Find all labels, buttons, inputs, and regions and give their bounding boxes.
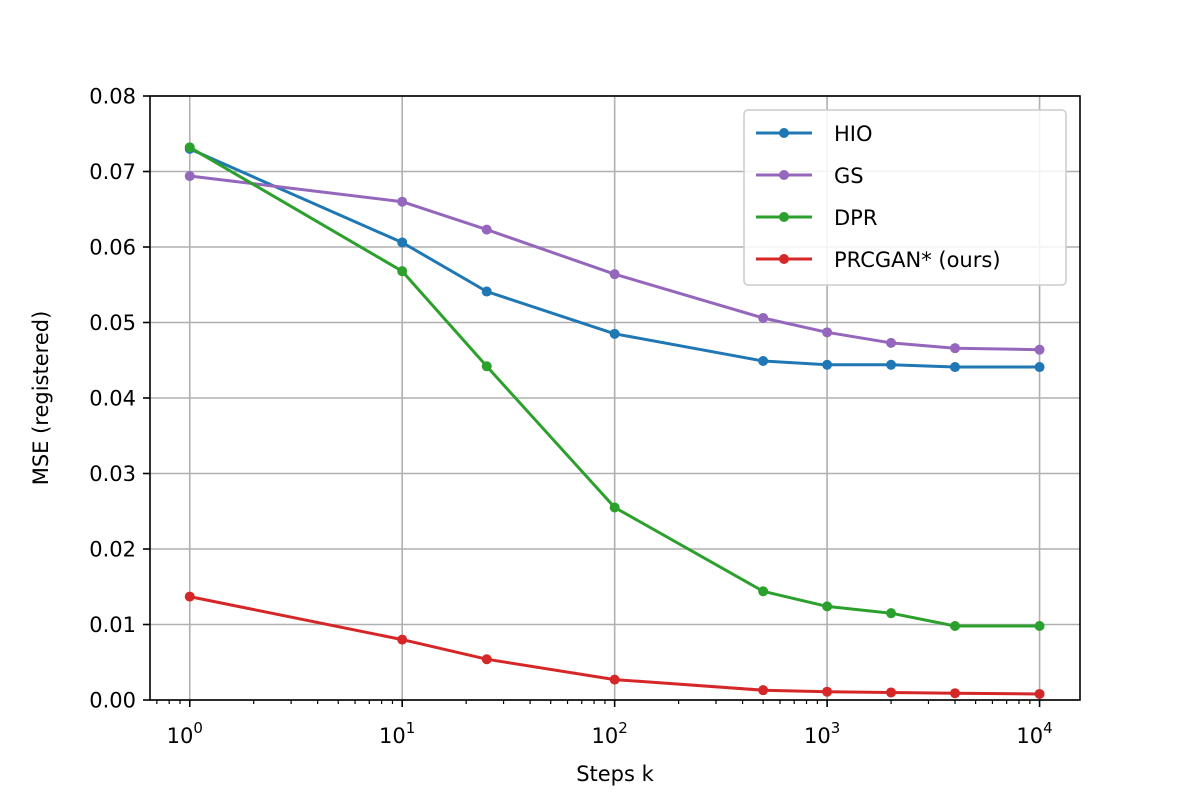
data-point-gs: [758, 312, 769, 323]
data-point-prcgan-ours: [481, 654, 492, 665]
data-point-dpr: [609, 502, 620, 513]
series-hio: [184, 143, 1045, 373]
x-tick-label: 101: [379, 719, 415, 748]
x-tick-label-exponent: 2: [618, 719, 628, 737]
data-point-gs: [1034, 344, 1045, 355]
data-point-dpr: [950, 621, 961, 632]
data-point-prcgan-ours: [397, 634, 408, 645]
data-point-hio: [950, 362, 961, 373]
y-tick-label: 0.02: [89, 538, 136, 562]
y-tick-label: 0.04: [89, 387, 136, 411]
series-dpr: [184, 142, 1045, 632]
data-point-hio: [886, 359, 897, 370]
data-point-dpr: [758, 586, 769, 597]
x-tick-label-exponent: 4: [1043, 719, 1053, 737]
x-tick-label-exponent: 1: [406, 719, 416, 737]
series-gs: [184, 171, 1045, 355]
x-tick-label: 103: [804, 719, 840, 748]
y-tick-label: 0.05: [89, 311, 136, 335]
y-tick-label: 0.08: [89, 85, 136, 109]
y-tick-label: 0.07: [89, 160, 136, 184]
x-tick-label: 104: [1016, 719, 1052, 748]
legend-box: [743, 109, 1067, 286]
legend-marker-gs: [779, 170, 789, 180]
data-point-hio: [822, 359, 833, 370]
data-point-gs: [950, 343, 961, 354]
data-point-prcgan-ours: [609, 674, 620, 685]
data-point-dpr: [886, 608, 897, 619]
x-tick-label-exponent: 3: [831, 719, 841, 737]
x-tick-label-base: 10: [592, 724, 619, 748]
data-point-prcgan-ours: [950, 688, 961, 699]
x-tick-label: 100: [167, 719, 203, 748]
data-point-prcgan-ours: [822, 686, 833, 697]
data-point-dpr: [184, 142, 195, 153]
data-point-dpr: [481, 361, 492, 372]
data-point-hio: [1034, 362, 1045, 373]
legend-label-dpr: DPR: [834, 206, 877, 230]
y-tick-label: 0.06: [89, 236, 136, 260]
data-point-gs: [481, 224, 492, 235]
y-tick-label: 0.03: [89, 462, 136, 486]
data-point-hio: [397, 237, 408, 248]
data-point-prcgan-ours: [1034, 688, 1045, 699]
y-axis-label: MSE (registered): [29, 311, 53, 486]
data-point-gs: [609, 269, 620, 280]
data-point-gs: [184, 171, 195, 182]
data-point-prcgan-ours: [758, 685, 769, 696]
legend-label-prcgan-ours: PRCGAN* (ours): [834, 248, 1001, 272]
data-point-prcgan-ours: [886, 687, 897, 698]
data-point-dpr: [1034, 621, 1045, 632]
legend-marker-prcgan-ours: [779, 254, 789, 264]
legend: HIO GS DPR PRCGAN* (ours): [743, 109, 1067, 286]
x-tick-label-base: 10: [379, 724, 406, 748]
legend-marker-dpr: [779, 212, 789, 222]
data-point-hio: [481, 286, 492, 297]
x-tick-label: 102: [592, 719, 628, 748]
data-point-gs: [886, 337, 897, 348]
data-point-gs: [822, 327, 833, 338]
data-point-dpr: [397, 266, 408, 277]
x-tick-label-exponent: 0: [193, 719, 203, 737]
data-point-hio: [758, 356, 769, 367]
data-point-gs: [397, 196, 408, 207]
x-tick-label-base: 10: [804, 724, 831, 748]
series-layer: [184, 142, 1045, 699]
series-prcgan-ours: [184, 591, 1045, 699]
legend-label-gs: GS: [834, 164, 864, 188]
legend-marker-hio: [779, 128, 789, 138]
legend-label-hio: HIO: [834, 122, 873, 146]
data-point-prcgan-ours: [184, 591, 195, 602]
data-point-dpr: [822, 601, 833, 612]
data-point-hio: [609, 328, 620, 339]
x-tick-label-base: 10: [167, 724, 194, 748]
y-tick-label: 0.00: [89, 689, 136, 713]
x-axis-label: Steps k: [576, 762, 654, 786]
y-tick-label: 0.01: [89, 613, 136, 637]
x-tick-label-base: 10: [1016, 724, 1043, 748]
